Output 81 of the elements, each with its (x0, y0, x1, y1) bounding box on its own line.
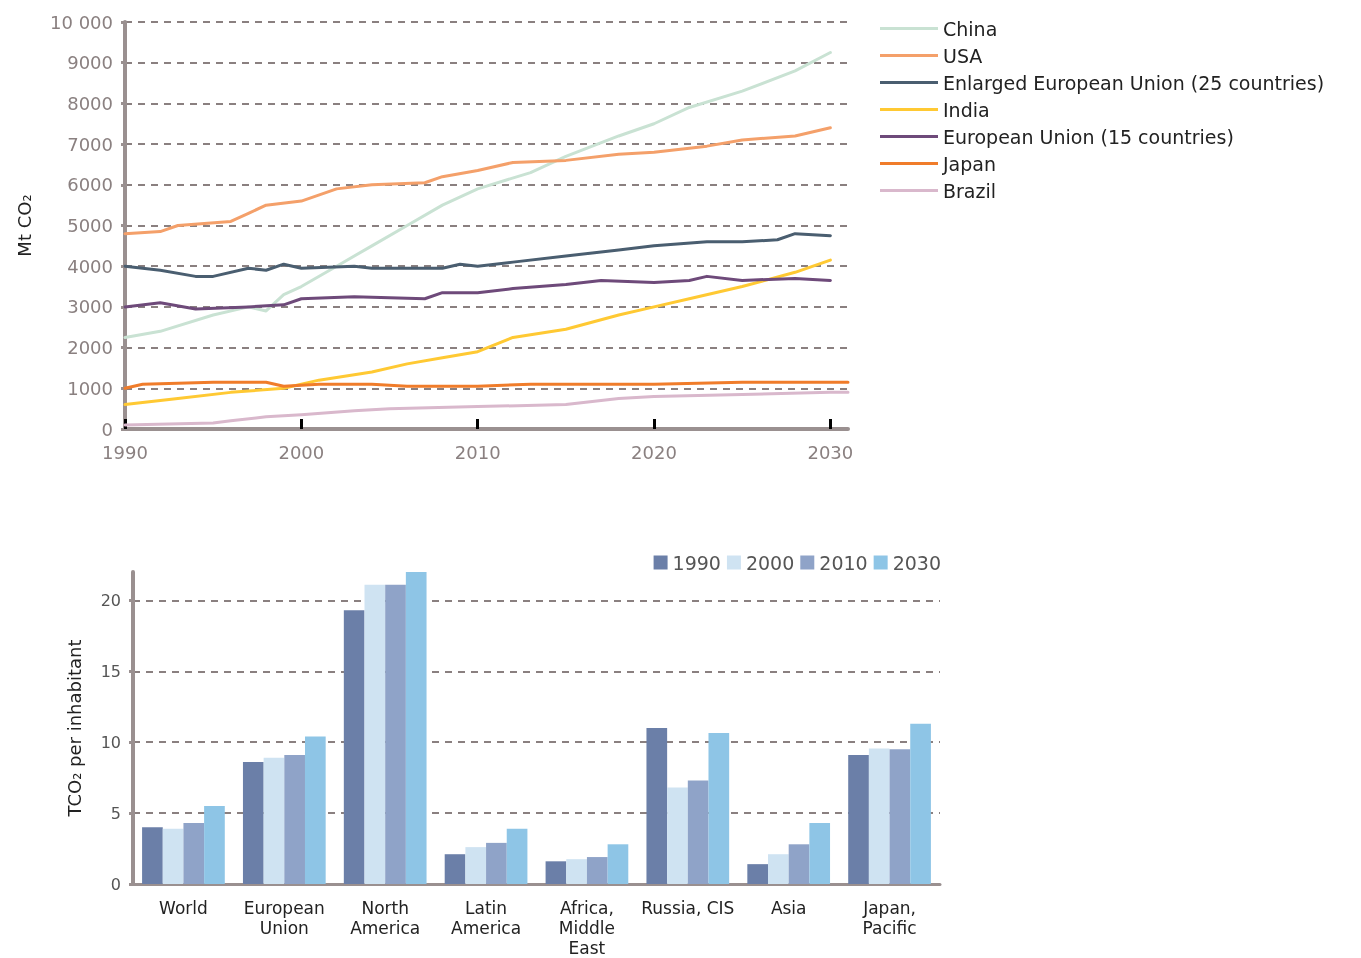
bar (242, 762, 264, 884)
x-tick-label: 2010 (454, 441, 501, 463)
bar (263, 757, 285, 884)
x-tick-label: 1990 (102, 441, 148, 463)
bar (465, 847, 487, 884)
bar (385, 584, 406, 884)
legend-label: USA (943, 44, 983, 67)
bar (343, 610, 365, 884)
bar (162, 828, 184, 884)
bar (607, 844, 629, 884)
y-tick-label: 10 000 (50, 11, 113, 33)
bar (747, 864, 769, 884)
bar (142, 827, 163, 884)
legend-label: India (943, 98, 990, 121)
y-tick-label: 8000 (67, 92, 113, 114)
bar (809, 823, 831, 884)
x-tick-label: North America (350, 898, 421, 938)
x-tick-label: 2030 (807, 441, 854, 463)
y-tick-label: 0 (101, 418, 113, 440)
y-tick-label: 2000 (67, 337, 113, 359)
bar (768, 854, 789, 884)
legend-label: Brazil (943, 179, 997, 202)
bar (364, 584, 386, 884)
x-tick-label: 2000 (278, 441, 325, 463)
legend-label: European Union (15 countries) (943, 125, 1234, 148)
y-tick-label: 10 (100, 732, 121, 752)
bar (708, 732, 730, 884)
y-tick-label: 0 (110, 874, 121, 894)
x-tick-label: Africa, Middle East (558, 898, 616, 958)
y-tick-label: 6000 (67, 174, 113, 196)
legend-label: 2010 (819, 551, 868, 574)
bar (284, 754, 305, 884)
legend-label: Japan (942, 152, 996, 175)
y-tick-label: 4000 (67, 255, 113, 277)
line-series (123, 258, 832, 407)
bar (506, 828, 528, 884)
y-tick-label: 15 (100, 661, 121, 681)
y-tick-label: 20 (100, 590, 121, 610)
bar (566, 859, 587, 884)
legend-label: China (943, 17, 998, 40)
bar (486, 842, 507, 884)
bar (405, 572, 427, 884)
legend-label: Enlarged European Union (25 countries) (943, 71, 1325, 94)
line-series (123, 274, 832, 311)
bar (204, 806, 225, 884)
bar (868, 748, 890, 884)
bar (304, 736, 326, 884)
bar (545, 861, 567, 884)
x-tick-label: European Union (243, 898, 325, 938)
bar (788, 844, 810, 884)
bar (910, 723, 931, 884)
y-tick-label: 1000 (67, 377, 113, 399)
x-tick-label: Latin America (451, 898, 522, 938)
line-series (123, 126, 832, 236)
y-tick-label: 5 (110, 803, 121, 823)
x-tick-label: World (159, 898, 208, 918)
x-tick-label: 2020 (631, 441, 677, 463)
bar (889, 749, 911, 884)
line-series (123, 232, 832, 278)
y-axis-title: TCO₂ per inhabitant (63, 639, 85, 818)
bar (848, 754, 869, 884)
bar (444, 854, 466, 884)
x-tick-label: Asia (770, 898, 807, 918)
y-tick-label: 7000 (67, 133, 113, 155)
y-tick-label: 5000 (67, 215, 113, 236)
x-tick-label: Russia, CIS (641, 898, 735, 918)
line-series (123, 51, 832, 339)
bar (667, 787, 688, 884)
line-series (123, 390, 850, 427)
line-series (123, 380, 850, 390)
legend-label: 2000 (745, 551, 795, 574)
bar (183, 823, 205, 884)
y-axis-title: Mt CO₂ (13, 194, 35, 257)
bar (586, 857, 608, 884)
x-tick-label: Japan, Pacific (862, 898, 917, 938)
bar (687, 780, 709, 884)
y-tick-label: 3000 (67, 296, 113, 318)
legend-label: 1990 (672, 551, 721, 574)
bar (646, 728, 668, 884)
legend-label: 2030 (892, 551, 942, 574)
y-tick-label: 9000 (67, 52, 113, 74)
